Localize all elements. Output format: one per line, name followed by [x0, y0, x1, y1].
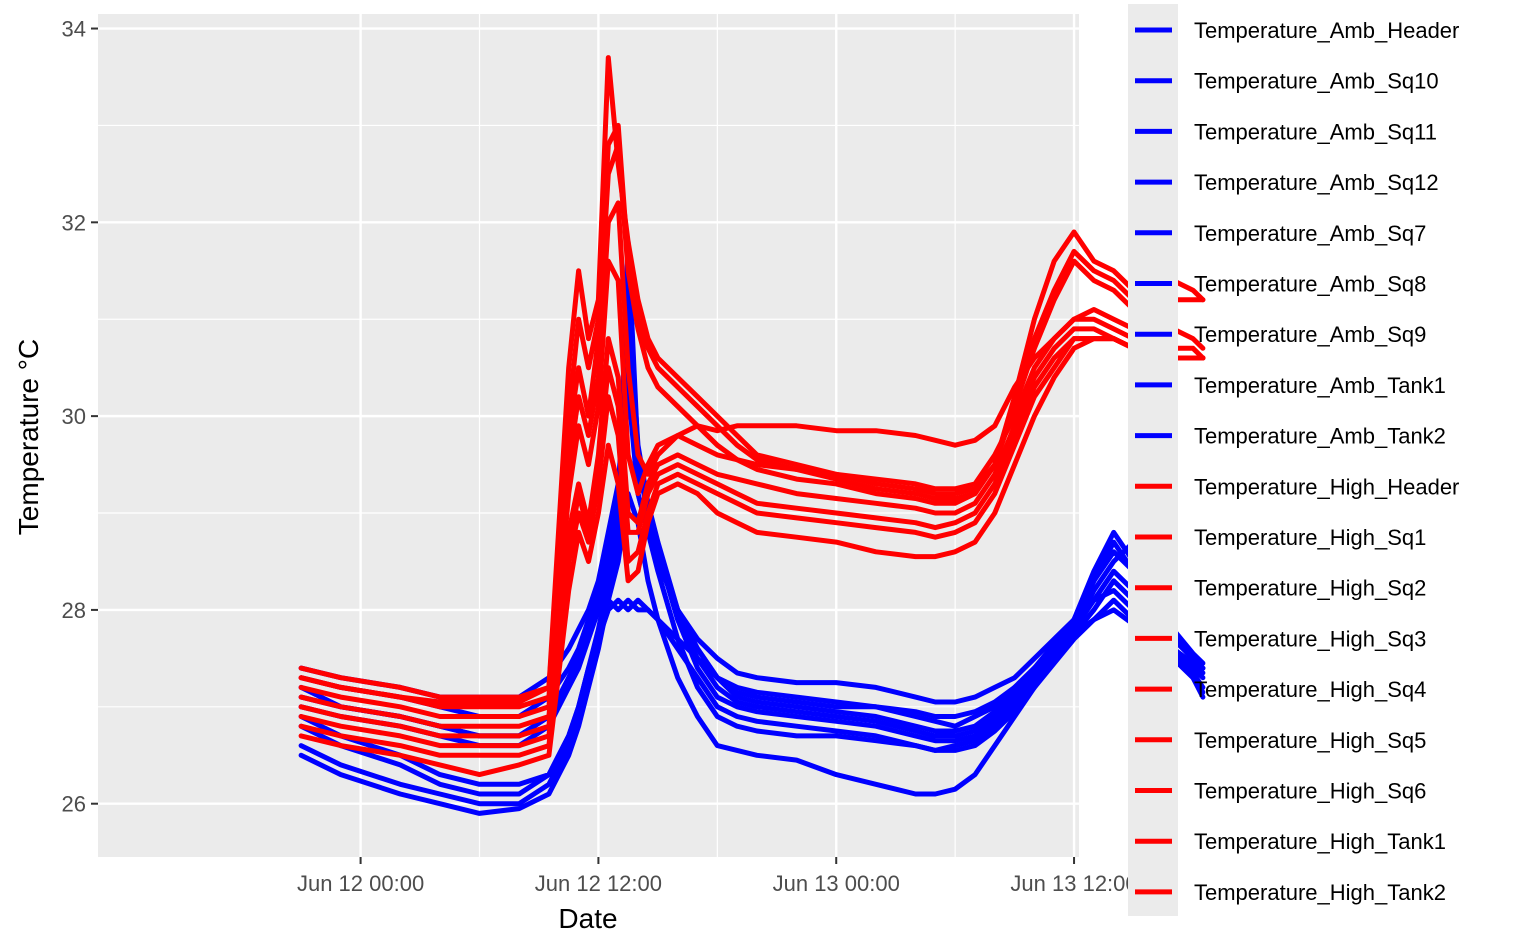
legend: Temperature_Amb_Header Temperature_Amb_Sq…	[1135, 18, 1459, 905]
legend-label: Temperature_Amb_Sq9	[1194, 322, 1426, 347]
y-tick-label: 26	[62, 792, 86, 817]
series-line	[298, 384, 1206, 807]
series-layer	[298, 55, 1206, 816]
legend-label: Temperature_High_Sq1	[1194, 525, 1426, 550]
legend-label: Temperature_Amb_Header	[1194, 18, 1459, 43]
legend-label: Temperature_High_Sq3	[1194, 626, 1426, 651]
series-line	[298, 491, 1206, 739]
legend-label: Temperature_High_Sq6	[1194, 779, 1426, 804]
y-tick-label: 34	[62, 17, 86, 42]
legend-label: Temperature_Amb_Tank1	[1194, 373, 1446, 398]
series-line	[298, 258, 1206, 729]
legend-label: Temperature_High_Tank2	[1194, 880, 1446, 905]
legend-label: Temperature_High_Header	[1194, 474, 1459, 499]
legend-label: Temperature_Amb_Tank2	[1194, 424, 1446, 449]
series-line	[298, 336, 1206, 778]
y-tick-label: 28	[62, 598, 86, 623]
x-axis-title: Date	[558, 903, 617, 934]
y-axis: 26 28 30 32 34	[62, 17, 98, 817]
y-tick-label: 32	[62, 210, 86, 235]
legend-label: Temperature_Amb_Sq8	[1194, 272, 1426, 297]
x-tick-label: Jun 12 12:00	[535, 871, 662, 896]
series-line	[298, 239, 1206, 749]
legend-label: Temperature_High_Sq2	[1194, 576, 1426, 601]
series-line	[298, 597, 1206, 797]
series-line	[298, 336, 1206, 749]
legend-label: Temperature_Amb_Sq11	[1194, 119, 1437, 144]
legend-label: Temperature_Amb_Sq10	[1194, 69, 1439, 94]
x-axis: Jun 12 00:00 Jun 12 12:00 Jun 13 00:00 Jun …	[297, 857, 1138, 896]
legend-label: Temperature_High_Sq4	[1194, 677, 1426, 702]
x-tick-label: Jun 13 12:00	[1010, 871, 1137, 896]
legend-box	[1128, 4, 1178, 916]
legend-label: Temperature_High_Sq5	[1194, 728, 1426, 753]
legend-label: Temperature_Amb_Sq7	[1194, 221, 1426, 246]
y-axis-title: Temperature °C	[13, 339, 44, 535]
x-tick-label: Jun 13 00:00	[773, 871, 900, 896]
legend-label: Temperature_Amb_Sq12	[1194, 170, 1439, 195]
y-tick-label: 30	[62, 404, 86, 429]
series-line	[298, 122, 1206, 705]
x-tick-label: Jun 12 00:00	[297, 871, 424, 896]
legend-label: Temperature_High_Tank1	[1194, 829, 1446, 854]
